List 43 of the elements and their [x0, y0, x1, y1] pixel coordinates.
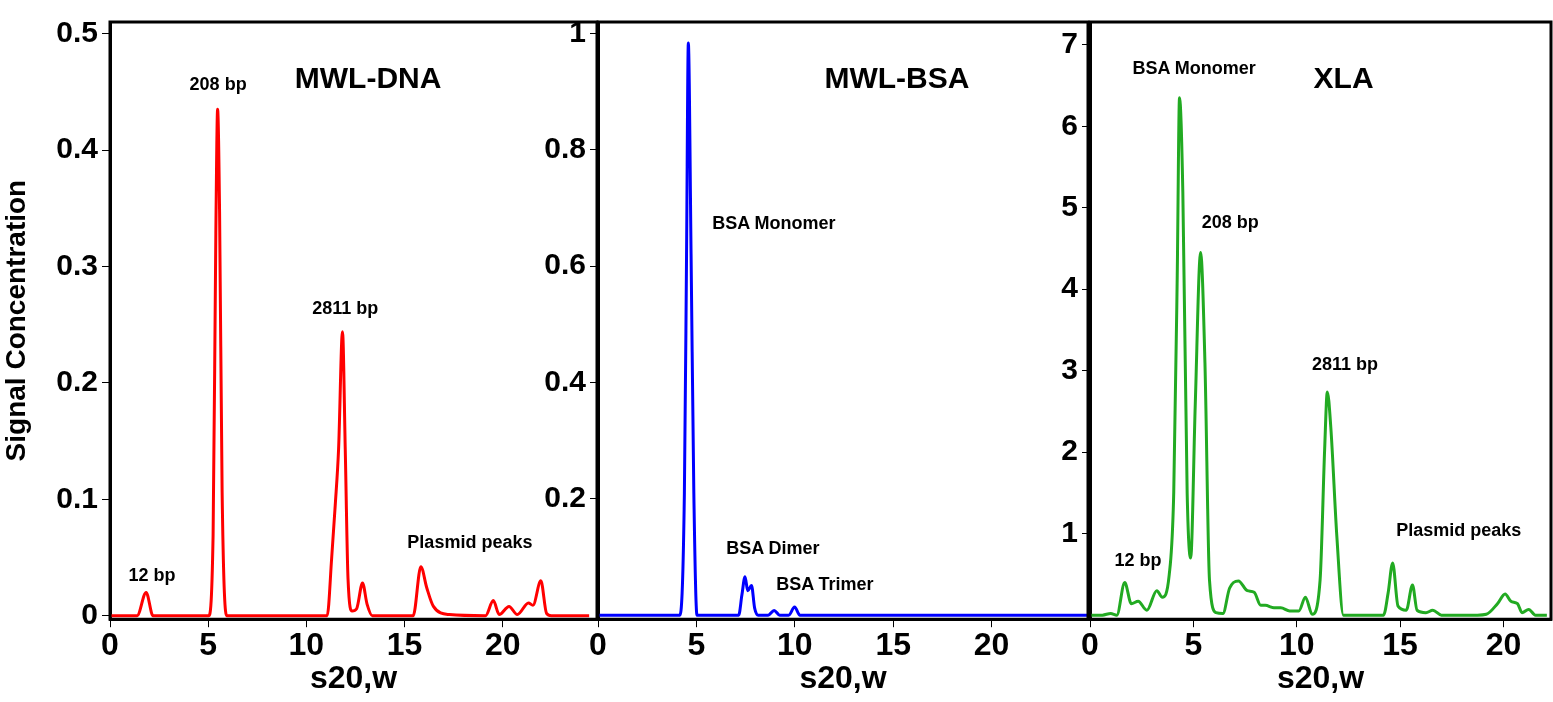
line-series: [110, 107, 591, 618]
y-axis-title: Signal Concentration: [0, 179, 31, 462]
y-tick-label: 0.3: [56, 247, 98, 281]
text: MWL-BSA: [824, 61, 970, 95]
y-tick-label: 2: [1061, 433, 1078, 467]
x-tick-label: 5: [687, 626, 706, 663]
y-tick-label: 0.1: [56, 480, 98, 514]
y-tick-label: 0.4: [56, 131, 99, 165]
y-tick-label: 4: [1061, 270, 1079, 304]
x-tick-label: 20: [1485, 626, 1522, 663]
y-tick-label: 6: [1061, 107, 1078, 141]
y-tick-label: 0: [81, 596, 98, 630]
annotation: 12 bp: [128, 565, 176, 586]
annotation: BSA Monomer: [712, 213, 836, 234]
y-tick-label: 1: [569, 14, 586, 48]
y-tick-label: 7: [1061, 26, 1078, 60]
annotation: BSA Monomer: [1132, 58, 1256, 79]
y-tick-label: 3: [1061, 351, 1078, 385]
annotation: 208 bp: [189, 73, 247, 94]
annotation: 2811 bp: [312, 297, 379, 318]
x-tick-label: 15: [1382, 626, 1418, 663]
x-tick-label: 5: [199, 626, 218, 663]
x-tick-label: 20: [484, 626, 521, 663]
y-tick-label: 5: [1061, 189, 1078, 223]
x-tick-label: 20: [973, 626, 1010, 663]
annotation: Plasmid peaks: [1396, 519, 1522, 540]
y-tick-label: 0.8: [544, 131, 586, 165]
annotation: 2811 bp: [1311, 353, 1378, 374]
y-tick-label: 0.2: [56, 364, 98, 398]
y-tick-label: 1: [1061, 514, 1078, 548]
x-tick-label: 5: [1184, 626, 1203, 663]
annotation: 208 bp: [1201, 212, 1259, 233]
line-series: [1090, 96, 1549, 617]
y-tick-label: 0.5: [56, 14, 98, 48]
annotation: 12 bp: [1114, 550, 1162, 571]
text: MWL-DNA: [294, 61, 442, 95]
y-tick-label: 0.2: [544, 480, 586, 514]
annotation: BSA Dimer: [726, 537, 820, 558]
y-tick-label: 0.4: [544, 363, 587, 397]
text: XLA: [1313, 61, 1374, 95]
y-tick-label: 0.6: [544, 247, 586, 281]
annotation: Plasmid peaks: [407, 531, 533, 552]
annotation: BSA Trimer: [776, 573, 874, 594]
